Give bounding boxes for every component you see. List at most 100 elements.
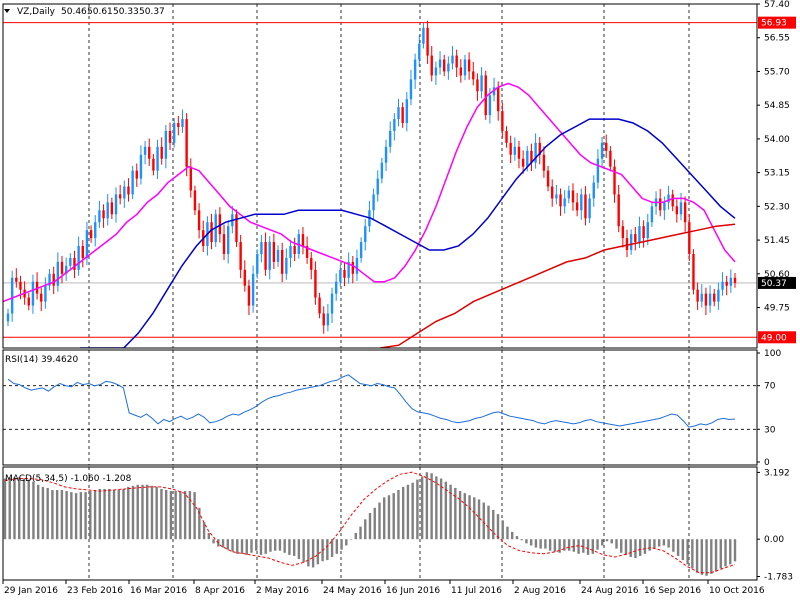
candle-body xyxy=(110,202,114,215)
candle-body xyxy=(326,313,330,326)
macd-bar xyxy=(302,539,305,563)
macd-bar xyxy=(193,492,196,540)
macd-bar xyxy=(506,526,509,540)
macd-bar xyxy=(183,491,187,540)
macd-bar xyxy=(439,478,443,540)
candle-body xyxy=(484,75,487,116)
candle-body xyxy=(517,146,521,159)
macd-bar xyxy=(164,490,168,540)
candle-body xyxy=(280,249,284,274)
macd-bar xyxy=(278,539,282,551)
triangle-down-icon[interactable] xyxy=(4,9,10,13)
candle-body xyxy=(339,269,342,282)
date-tick-label: 11 Jul 2016 xyxy=(451,586,502,596)
candle-body xyxy=(243,269,246,286)
candle-body xyxy=(692,253,695,290)
macd-bar xyxy=(131,485,135,540)
candle-body xyxy=(27,297,30,306)
candle-body xyxy=(642,226,645,239)
rsi-panel[interactable]: 100 70 30 0 RSI(14) 39.4620 xyxy=(3,349,781,468)
macd-bar xyxy=(364,519,367,540)
macd-bar xyxy=(330,539,334,557)
macd-bar xyxy=(529,539,533,546)
candle-body xyxy=(451,55,454,64)
candle-body xyxy=(239,242,242,270)
candle-body xyxy=(276,249,280,262)
candle-body xyxy=(401,107,404,124)
current-price-label: 50.37 xyxy=(761,279,787,289)
macd-bar xyxy=(354,532,357,540)
macd-bar xyxy=(496,514,500,540)
candle-body xyxy=(347,261,350,278)
candle-body xyxy=(334,281,338,294)
candle-body xyxy=(717,289,720,302)
macd-bar xyxy=(212,539,215,544)
candle-body xyxy=(696,289,699,302)
macd-bar xyxy=(79,492,83,540)
candle-body xyxy=(260,242,263,254)
macd-bar xyxy=(511,531,514,540)
candle-body xyxy=(152,158,155,171)
price-axis: 57.40 56.55 55.70 54.85 54.00 53.15 52.30 51.45… xyxy=(757,0,790,314)
macd-bar xyxy=(387,495,391,540)
candle-body xyxy=(222,234,226,254)
macd-bar xyxy=(292,539,296,556)
candle-body xyxy=(69,257,72,266)
macd-bar xyxy=(259,539,263,555)
macd-bar xyxy=(174,491,177,540)
date-tick-label: 2 May 2016 xyxy=(256,586,309,596)
macd-bar xyxy=(74,493,78,540)
price-tick-label: 49.75 xyxy=(764,304,790,314)
macd-bar xyxy=(705,539,708,576)
candle-body xyxy=(634,234,637,243)
candle-body xyxy=(89,230,93,239)
macd-bar xyxy=(468,495,471,540)
current-price-tag xyxy=(758,276,796,289)
macd-bar xyxy=(3,478,7,540)
candle-body xyxy=(513,146,517,155)
macd-bar xyxy=(548,539,552,551)
candle-body xyxy=(210,222,213,243)
panel-frame xyxy=(2,3,758,349)
candle-body xyxy=(301,234,305,247)
candle-body xyxy=(588,198,591,219)
candle-body xyxy=(264,242,267,270)
candle-body xyxy=(688,222,691,254)
candle-body xyxy=(364,226,367,243)
macd-panel[interactable]: 3.192 0.00 -1.783 MACD(5,34,5) -1.060 -1.2… xyxy=(3,467,793,583)
candle-body xyxy=(52,273,55,286)
macd-bar xyxy=(572,539,576,552)
macd-bar xyxy=(411,482,414,540)
macd-bar xyxy=(724,539,727,567)
candle-body xyxy=(359,242,363,258)
rsi-tick-label: 30 xyxy=(764,425,776,435)
moving-average-line xyxy=(3,82,736,303)
macd-bar xyxy=(349,539,353,540)
macd-bar xyxy=(41,486,45,540)
candle-body xyxy=(405,99,409,124)
candle-body xyxy=(455,55,458,68)
candle-body xyxy=(621,226,625,239)
price-tick-label: 57.40 xyxy=(764,0,790,10)
price-tick-label: 53.15 xyxy=(764,169,790,179)
macd-bar xyxy=(84,492,87,540)
macd-bar xyxy=(620,539,623,553)
date-tick-label: 16 Mar 2016 xyxy=(130,586,187,596)
candle-body xyxy=(106,202,109,219)
candle-body xyxy=(388,130,392,147)
candle-body xyxy=(98,210,101,223)
macd-bar xyxy=(36,484,40,540)
macd-bar xyxy=(221,539,225,548)
macd-bar xyxy=(710,539,713,574)
price-level-label: 49.00 xyxy=(761,333,787,343)
macd-title: MACD(5,34,5) -1.060 -1.208 xyxy=(5,474,132,484)
macd-bar xyxy=(653,539,656,549)
macd-bar xyxy=(359,526,362,540)
macd-bar xyxy=(577,539,580,554)
candle-body xyxy=(64,265,68,274)
ohlc-high: 50.61 xyxy=(87,7,113,17)
price-panel[interactable]: 56.93 49.00 50.37 57.40 56.55 55.70 54.85 54.0… xyxy=(3,0,796,348)
candle-body xyxy=(563,198,566,207)
macd-bar xyxy=(188,491,192,540)
